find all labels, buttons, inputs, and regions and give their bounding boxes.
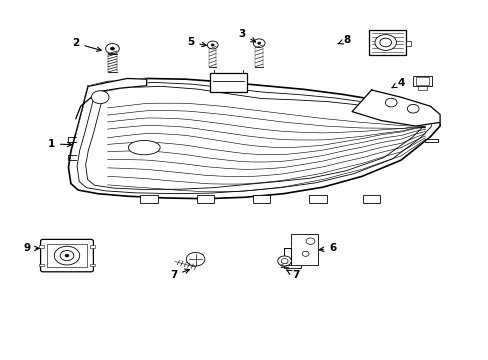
Bar	[417, 86, 426, 90]
Ellipse shape	[128, 140, 160, 155]
Circle shape	[257, 42, 260, 44]
Circle shape	[54, 246, 80, 265]
Circle shape	[374, 35, 396, 50]
Bar	[90, 245, 95, 248]
Circle shape	[110, 47, 114, 50]
Bar	[140, 195, 158, 203]
Text: 2: 2	[72, 38, 101, 51]
Text: 8: 8	[337, 35, 350, 45]
Text: 3: 3	[238, 29, 255, 42]
Bar	[415, 77, 428, 85]
Text: 5: 5	[187, 37, 206, 48]
Circle shape	[207, 41, 218, 49]
Bar	[308, 195, 326, 203]
Circle shape	[379, 38, 391, 47]
Circle shape	[407, 104, 418, 113]
Bar	[210, 73, 246, 92]
Text: 4: 4	[391, 78, 404, 88]
Bar	[90, 264, 95, 266]
Bar	[362, 195, 380, 203]
FancyBboxPatch shape	[41, 239, 93, 272]
Polygon shape	[283, 248, 300, 268]
Text: 6: 6	[319, 243, 335, 253]
Bar	[47, 244, 87, 267]
Circle shape	[91, 91, 109, 104]
Text: 9: 9	[23, 243, 39, 253]
Polygon shape	[283, 248, 290, 265]
Bar	[39, 245, 44, 248]
Circle shape	[302, 251, 308, 256]
Bar	[252, 195, 270, 203]
Circle shape	[186, 252, 204, 266]
Circle shape	[305, 238, 314, 244]
Text: 7: 7	[286, 270, 299, 280]
Circle shape	[105, 44, 119, 54]
Bar	[196, 195, 214, 203]
Bar	[39, 264, 44, 266]
Bar	[290, 234, 317, 265]
Polygon shape	[76, 78, 146, 133]
Circle shape	[281, 258, 287, 264]
Circle shape	[385, 98, 396, 107]
Circle shape	[253, 39, 264, 48]
Text: 1: 1	[48, 139, 72, 149]
Circle shape	[211, 44, 214, 46]
Circle shape	[277, 256, 291, 266]
Bar	[412, 76, 431, 86]
Circle shape	[60, 251, 74, 261]
Polygon shape	[351, 90, 439, 126]
Circle shape	[65, 254, 69, 257]
Text: 7: 7	[169, 269, 189, 280]
Bar	[405, 41, 410, 46]
Bar	[368, 30, 405, 55]
